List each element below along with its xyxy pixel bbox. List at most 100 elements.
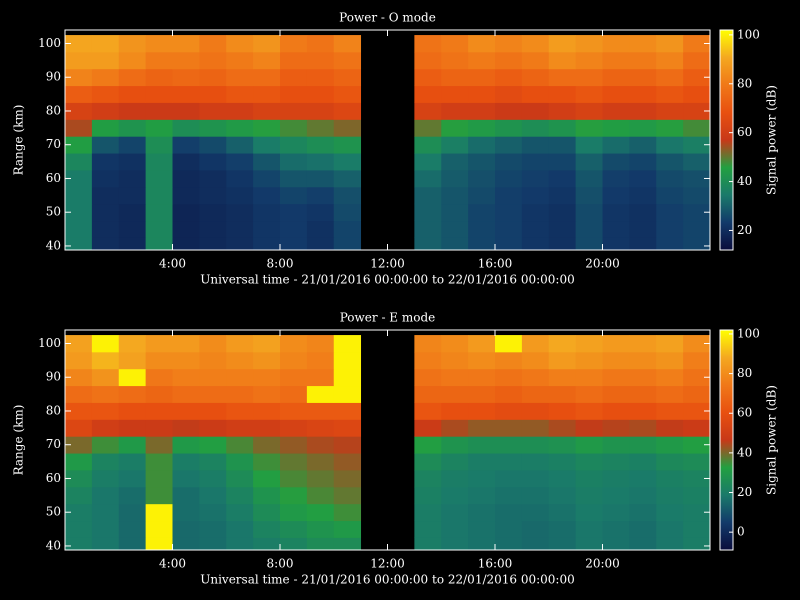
heatmap-cell — [172, 335, 200, 353]
heatmap-cell — [280, 35, 308, 53]
heatmap-cell — [468, 51, 496, 70]
heatmap-cell — [495, 368, 523, 387]
heatmap-cell — [333, 470, 362, 488]
heatmap-cell — [118, 419, 147, 437]
heatmap-cell — [548, 453, 577, 471]
heatmap-cell — [65, 520, 93, 538]
heatmap-cell — [145, 368, 173, 387]
heatmap-cell — [145, 419, 173, 437]
heatmap-cell — [441, 51, 469, 70]
heatmap-cell — [629, 486, 657, 505]
heatmap-cell — [548, 203, 577, 222]
heatmap-cell — [656, 51, 684, 70]
heatmap-cell — [333, 136, 362, 154]
heatmap-cell — [575, 453, 603, 471]
heatmap-cell — [199, 419, 227, 437]
heatmap-cell — [575, 402, 603, 420]
heatmap-cell — [548, 136, 577, 154]
heatmap-cell — [414, 335, 442, 353]
heatmap-cell — [280, 68, 308, 87]
heatmap-cell — [468, 520, 496, 538]
y-tick-label: 100 — [38, 36, 61, 50]
heatmap-cell — [280, 102, 308, 120]
heatmap-cell — [65, 186, 93, 205]
heatmap-cell — [253, 368, 281, 387]
heatmap-cell — [91, 119, 120, 137]
heatmap-cell — [468, 186, 496, 205]
heatmap-cell — [414, 153, 442, 171]
heatmap-cell — [118, 520, 147, 538]
heatmap-cell — [629, 153, 657, 171]
heatmap-cell — [414, 102, 442, 120]
heatmap-cell — [280, 486, 308, 505]
heatmap-cell — [629, 402, 657, 420]
heatmap-cell — [683, 537, 710, 550]
heatmap-cell — [495, 486, 523, 505]
heatmap-cell — [602, 153, 630, 171]
heatmap-cell — [118, 237, 147, 250]
heatmap-cell — [548, 520, 577, 538]
heatmap-cell — [226, 68, 254, 87]
heatmap-cell — [172, 503, 200, 522]
heatmap-cell — [306, 503, 335, 522]
heatmap-cell — [495, 351, 523, 370]
heatmap-cell — [548, 351, 577, 370]
heatmap-cell — [602, 503, 630, 522]
heatmap-cells — [65, 335, 710, 550]
heatmap-cell — [441, 203, 469, 222]
heatmap-cell — [548, 419, 577, 437]
y-tick-label: 50 — [46, 505, 61, 519]
heatmap-cell — [145, 335, 173, 353]
heatmap-cell — [199, 51, 227, 70]
heatmap-cell — [145, 220, 173, 238]
heatmap-cell — [629, 136, 657, 154]
colorbar-tick-label: 20 — [737, 485, 752, 499]
heatmap-cell — [199, 186, 227, 205]
heatmap-cell — [118, 153, 147, 171]
y-tick-label: 70 — [46, 137, 61, 151]
heatmap-cell — [65, 486, 93, 505]
heatmap-cell — [226, 335, 254, 353]
heatmap-cell — [333, 237, 362, 250]
heatmap-cell — [629, 35, 657, 53]
heatmap-cell — [629, 385, 657, 403]
heatmap-cell — [199, 136, 227, 154]
heatmap-cell — [65, 470, 93, 488]
heatmap-cell — [91, 385, 120, 403]
heatmap-cell — [333, 203, 362, 222]
heatmap-cell — [145, 136, 173, 154]
heatmap-cell — [306, 203, 335, 222]
heatmap-cell — [629, 436, 657, 454]
heatmap-cell — [521, 436, 550, 454]
heatmap-cell — [91, 419, 120, 437]
heatmap-cell — [199, 402, 227, 420]
heatmap-cell — [656, 402, 684, 420]
heatmap-cell — [280, 419, 308, 437]
heatmap-cell — [495, 170, 523, 188]
heatmap-cell — [118, 453, 147, 471]
heatmap-cell — [468, 436, 496, 454]
heatmap-cell — [145, 503, 173, 522]
heatmap-cell — [172, 51, 200, 70]
heatmap-cell — [253, 503, 281, 522]
colorbar — [719, 29, 734, 251]
heatmap-cell — [575, 102, 603, 120]
heatmap-cell — [172, 85, 200, 103]
heatmap-cell — [91, 402, 120, 420]
heatmap-cell — [521, 503, 550, 522]
heatmap-cell — [468, 237, 496, 250]
heatmap-cell — [602, 419, 630, 437]
heatmap-cell — [548, 220, 577, 238]
heatmap-cell — [199, 436, 227, 454]
heatmap-cell — [495, 68, 523, 87]
x-tick-label: 8:00 — [267, 557, 294, 571]
heatmap-cell — [118, 136, 147, 154]
heatmap-cell — [548, 368, 577, 387]
heatmap-cell — [656, 385, 684, 403]
heatmap-cell — [602, 537, 630, 550]
heatmap-cell — [91, 436, 120, 454]
heatmap-cell — [468, 470, 496, 488]
heatmap-cell — [91, 35, 120, 53]
heatmap-cell — [172, 136, 200, 154]
heatmap-cell — [65, 170, 93, 188]
